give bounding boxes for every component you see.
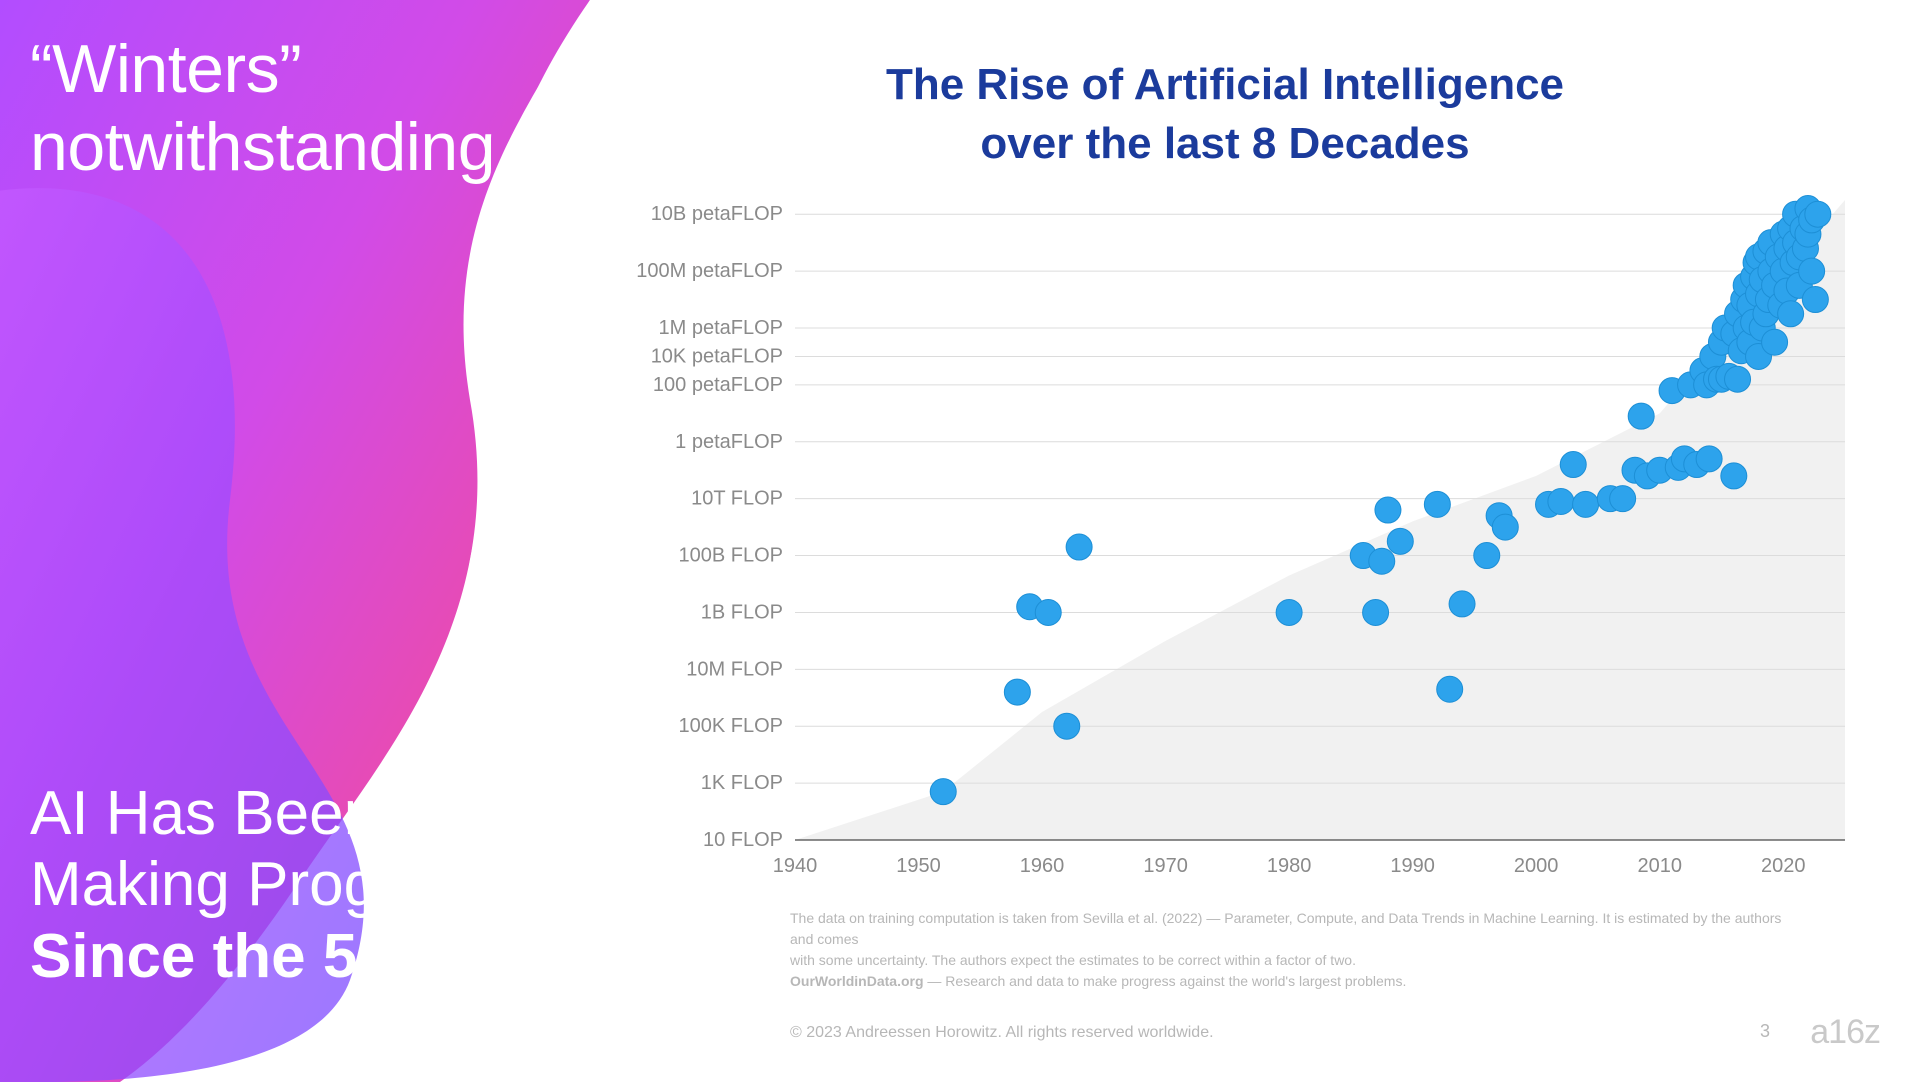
y-tick-label: 1M petaFLOP — [658, 317, 783, 339]
data-point — [1762, 329, 1788, 355]
y-tick-label: 100 petaFLOP — [653, 374, 783, 396]
x-tick-label: 1980 — [1267, 855, 1312, 877]
data-point — [1363, 599, 1389, 625]
chart-shaded-area — [795, 200, 1845, 840]
data-point — [1276, 599, 1302, 625]
slide-headline: “Winters” notwithstanding … — [30, 30, 581, 186]
chart-title-line-1: The Rise of Artificial Intelligence — [590, 55, 1860, 114]
footnote-line-3: OurWorldinData.org — Research and data t… — [790, 971, 1800, 992]
data-point — [1721, 463, 1747, 489]
x-tick-label: 1950 — [896, 855, 941, 877]
data-point — [1628, 403, 1654, 429]
data-point — [1802, 287, 1828, 313]
data-point — [1492, 514, 1518, 540]
data-point — [1437, 676, 1463, 702]
footnote-line-3-rest: — Research and data to make progress aga… — [924, 973, 1407, 989]
footnote-line-2: with some uncertainty. The authors expec… — [790, 950, 1800, 971]
x-tick-label: 1940 — [773, 855, 818, 877]
x-tick-label: 1990 — [1390, 855, 1435, 877]
data-point — [1066, 534, 1092, 560]
chart-panel: The Rise of Artificial Intelligence over… — [590, 0, 1920, 1082]
y-tick-label: 1 petaFLOP — [675, 431, 783, 453]
scatter-chart: 10 FLOP 1K FLOP 100K FLOP 10M FLOP 1B FLOP 10… — [600, 190, 1870, 890]
data-point — [1375, 497, 1401, 523]
data-point — [1424, 491, 1450, 517]
chart-title-line-2: over the last 8 Decades — [590, 114, 1860, 173]
x-tick-label: 1970 — [1143, 855, 1188, 877]
data-point — [1004, 679, 1030, 705]
x-tick-label: 2010 — [1637, 855, 1682, 877]
a16z-logo: a16z — [1810, 1013, 1880, 1052]
data-point — [1573, 491, 1599, 517]
chart-svg: 10 FLOP 1K FLOP 100K FLOP 10M FLOP 1B FLOP 10… — [600, 190, 1870, 890]
footnote-line-1: The data on training computation is take… — [790, 908, 1800, 950]
y-tick-label: 100M petaFLOP — [636, 260, 783, 282]
y-tick-label: 10T FLOP — [691, 488, 783, 510]
y-tick-label: 10K petaFLOP — [651, 345, 783, 367]
x-tick-label: 2000 — [1514, 855, 1559, 877]
data-point — [1805, 201, 1831, 227]
y-tick-label: 10 FLOP — [703, 829, 783, 851]
headline-line-2: notwithstanding … — [30, 108, 581, 186]
chart-title: The Rise of Artificial Intelligence over… — [590, 55, 1860, 174]
left-panel: “Winters” notwithstanding … AI Has Been … — [0, 0, 590, 1082]
data-point — [930, 779, 956, 805]
x-tick-label: 1960 — [1020, 855, 1065, 877]
y-tick-label: 1K FLOP — [701, 772, 783, 794]
data-point — [1474, 543, 1500, 569]
y-tick-label: 100K FLOP — [678, 715, 783, 737]
headline-line-1: “Winters” — [30, 30, 581, 108]
sub-line-3: Since the 50’s — [30, 921, 495, 992]
data-point — [1369, 548, 1395, 574]
data-point — [1799, 258, 1825, 284]
sub-line-2: Making Progress — [30, 849, 495, 920]
data-point — [1560, 452, 1586, 478]
data-point — [1449, 591, 1475, 617]
data-point — [1610, 486, 1636, 512]
data-point — [1725, 366, 1751, 392]
y-tick-label: 100B FLOP — [678, 545, 783, 567]
y-tick-label: 1B FLOP — [701, 601, 783, 623]
data-point — [1035, 599, 1061, 625]
footnote-source: OurWorldinData.org — [790, 973, 924, 989]
data-point — [1696, 446, 1722, 472]
sub-line-1: AI Has Been — [30, 778, 495, 849]
copyright-text: © 2023 Andreessen Horowitz. All rights r… — [790, 1024, 1214, 1042]
slide-subheadline: AI Has Been Making Progress Since the 50… — [30, 778, 495, 992]
chart-footnote: The data on training computation is take… — [790, 908, 1800, 992]
y-tick-label: 10M FLOP — [686, 658, 783, 680]
data-point — [1778, 301, 1804, 327]
page-number: 3 — [1760, 1021, 1770, 1042]
data-point — [1054, 713, 1080, 739]
x-tick-label: 2020 — [1761, 855, 1806, 877]
data-point — [1387, 528, 1413, 554]
y-tick-label: 10B petaFLOP — [651, 203, 783, 225]
data-point — [1548, 489, 1574, 515]
